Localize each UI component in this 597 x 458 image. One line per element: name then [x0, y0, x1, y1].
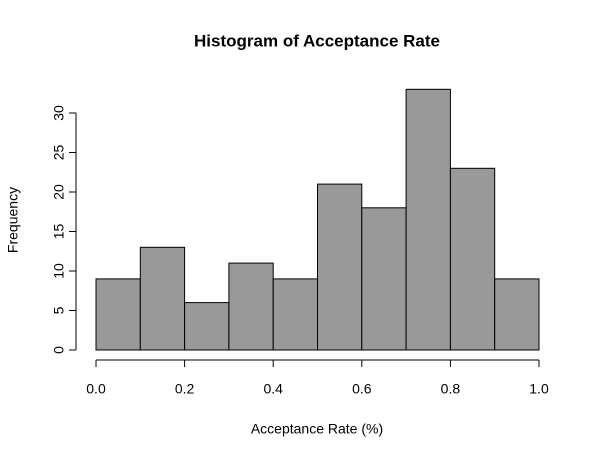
bar: [405, 88, 451, 351]
y-tick-label: 0: [51, 346, 67, 354]
bar: [449, 167, 496, 351]
x-axis-label: Acceptance Rate (%): [251, 421, 383, 437]
y-tick-label: 20: [51, 184, 67, 200]
bar: [95, 278, 141, 351]
bar: [139, 246, 186, 351]
bar: [228, 262, 274, 351]
x-tick-label: 0.4: [263, 381, 283, 397]
x-tick-label: 0.0: [86, 381, 106, 397]
x-tick-label: 1.0: [529, 381, 549, 397]
x-tick-label: 0.6: [352, 381, 372, 397]
bar: [494, 278, 540, 351]
bar: [184, 302, 230, 351]
y-tick-label: 15: [51, 224, 67, 240]
y-tick-label: 10: [51, 263, 67, 279]
bar: [361, 207, 407, 351]
y-tick-label: 30: [51, 105, 67, 121]
chart-title: Histogram of Acceptance Rate: [194, 31, 440, 50]
x-tick-label: 0.8: [441, 381, 461, 397]
x-tick-label: 0.2: [175, 381, 195, 397]
y-tick-label: 5: [51, 306, 67, 314]
y-axis-label: Frequency: [5, 187, 21, 253]
bar: [317, 183, 363, 351]
bar: [272, 278, 319, 351]
y-tick-label: 25: [51, 145, 67, 161]
